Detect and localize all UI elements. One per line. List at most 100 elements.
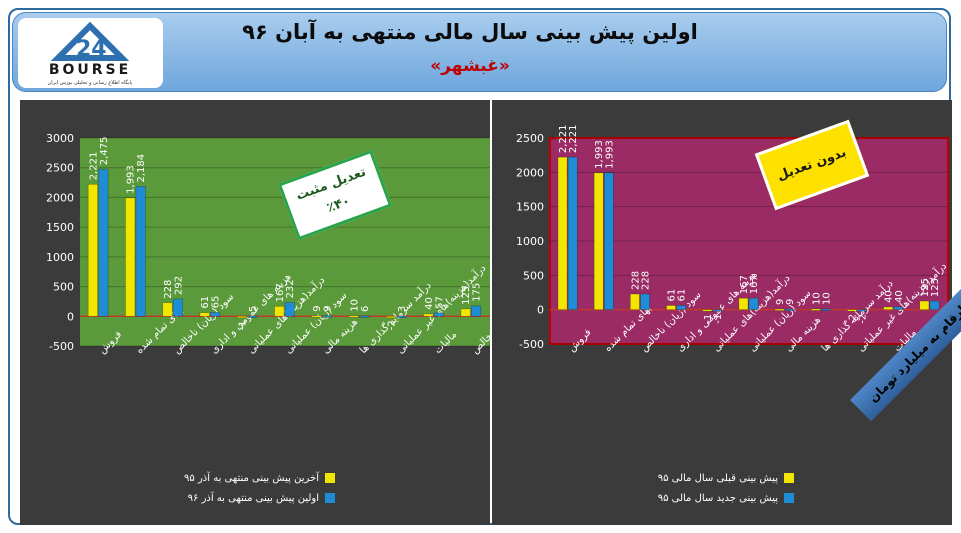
bar	[135, 186, 146, 317]
data-label: 228	[630, 271, 641, 290]
legend-swatch-yellow	[784, 473, 794, 483]
data-label: 6	[360, 306, 371, 312]
bar	[640, 293, 650, 310]
data-label: 2,475	[99, 137, 110, 166]
y-tick-label: 0	[67, 310, 74, 323]
legend-label: اولین پیش بینی منتهی به آذر ۹۶	[187, 492, 319, 504]
bar	[702, 309, 713, 312]
y-tick-label: 1000	[516, 235, 544, 248]
data-label: 125	[461, 286, 472, 305]
bar	[348, 315, 359, 318]
bar	[321, 315, 333, 318]
right-legend: پیش بینی قبلی سال مالی ۹۵ پیش بینی جدید …	[554, 468, 794, 508]
left-legend: آخرین پیش بینی منتهی به آذر ۹۵ اولین پیش…	[95, 468, 335, 508]
legend-item: اولین پیش بینی منتهی به آذر ۹۶	[95, 488, 335, 508]
data-label: 61	[667, 289, 678, 302]
y-tick-label: 500	[53, 281, 74, 294]
data-label: 57	[434, 296, 445, 309]
y-tick-label: 500	[523, 269, 544, 282]
data-label: -2	[387, 320, 398, 330]
data-label: 167	[739, 275, 750, 294]
logo-tagline: پایگاه اطلاع رسانی و تحلیلی بورس ایران	[48, 79, 133, 86]
bar	[199, 312, 210, 317]
bar	[87, 183, 98, 317]
data-label: 40	[884, 290, 895, 303]
bar	[774, 308, 785, 311]
y-tick-label: 2000	[516, 166, 544, 179]
bar	[593, 172, 604, 310]
data-label: 167	[749, 275, 760, 294]
bar	[396, 315, 407, 318]
logo-text: BOURSE	[49, 62, 131, 78]
bar	[162, 302, 173, 317]
left-chart: -5000500100015002000250030002,2212,475فر…	[46, 132, 490, 356]
data-label: -2	[858, 314, 869, 324]
bar	[847, 309, 857, 312]
bar	[386, 315, 397, 319]
data-label: 232	[285, 279, 296, 298]
logo-triangle-icon	[50, 21, 130, 61]
bar	[311, 315, 322, 318]
legend-swatch-blue	[325, 493, 335, 503]
data-label: 2,221	[558, 125, 569, 154]
bar	[883, 306, 894, 310]
data-label: 1,993	[594, 140, 605, 169]
bar	[423, 313, 434, 317]
data-label: 228	[641, 271, 652, 290]
data-label: 2,221	[568, 125, 579, 154]
data-label: 9	[322, 305, 333, 311]
bar	[284, 302, 295, 317]
y-tick-label: -500	[519, 338, 544, 351]
data-label: -2	[847, 314, 858, 324]
y-tick-label: 2500	[46, 162, 74, 175]
legend-swatch-yellow	[325, 473, 335, 483]
page-subtitle: «غبشهر»	[430, 56, 510, 76]
bar	[460, 308, 471, 317]
data-label: 175	[472, 283, 483, 302]
bar	[125, 197, 136, 317]
bar	[748, 297, 759, 310]
data-label: 61	[200, 296, 211, 309]
y-tick-label: 2000	[46, 191, 74, 204]
legend-label: پیش بینی قبلی سال مالی ۹۵	[657, 472, 778, 484]
bar	[893, 306, 904, 310]
data-label: 125	[930, 278, 941, 297]
y-tick-label: 1500	[46, 221, 74, 234]
data-label: -1	[238, 320, 249, 330]
data-label: 292	[173, 276, 184, 295]
bar	[666, 305, 676, 310]
legend-label: آخرین پیش بینی منتهی به آذر ۹۵	[184, 472, 319, 484]
bourse-logo: 24 BOURSE پایگاه اطلاع رسانی و تحلیلی بو…	[18, 18, 163, 88]
bar	[712, 309, 723, 312]
data-label: -1	[713, 314, 724, 324]
bar	[359, 315, 370, 318]
logo-number-icon: 24	[76, 37, 107, 62]
legend-label: پیش بینی جدید سال مالی ۹۵	[657, 492, 778, 504]
bar	[567, 156, 578, 310]
data-label: 10	[811, 292, 822, 305]
data-label: 10	[821, 292, 832, 305]
data-label: 5	[248, 306, 259, 312]
bar	[98, 168, 109, 317]
data-label: 228	[163, 280, 174, 299]
bar	[557, 156, 568, 310]
data-label: 9	[785, 299, 796, 305]
data-label: 9	[312, 305, 323, 311]
data-label: 40	[424, 297, 435, 310]
data-label: 10	[349, 299, 360, 312]
data-label: 40	[894, 290, 905, 303]
y-tick-label: 0	[537, 304, 544, 317]
right-chart-panel: -500 0 500 1000 1500 2000 2500 2,221 2,221 فروش 1,…	[492, 100, 952, 525]
bar	[810, 308, 821, 311]
data-label: 2,184	[136, 154, 147, 183]
bar	[210, 312, 221, 317]
header-banner	[12, 12, 947, 92]
bar	[929, 300, 940, 310]
legend-item: آخرین پیش بینی منتهی به آذر ۹۵	[95, 468, 335, 488]
page-title: اولین پیش بینی سال مالی منتهی به آبان ۹۶	[242, 20, 698, 44]
legend-swatch-blue	[784, 493, 794, 503]
bar	[630, 293, 640, 310]
y-tick-label: 1000	[46, 251, 74, 264]
data-label: 167	[275, 283, 286, 302]
y-tick-label: -500	[49, 340, 74, 353]
